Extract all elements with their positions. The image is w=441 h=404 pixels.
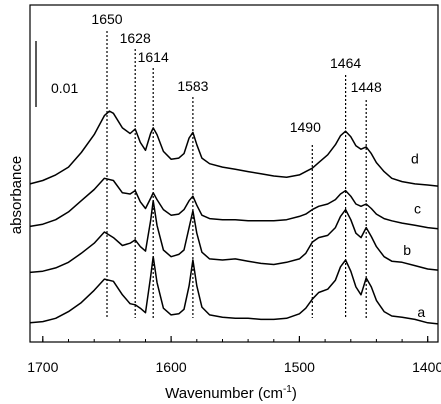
peak-marker-label: 1490 xyxy=(290,119,321,135)
x-axis-label-paren-close: ) xyxy=(292,385,297,402)
peak-marker-label: 1614 xyxy=(138,49,169,65)
series-line-a xyxy=(29,255,439,325)
series-lines: a b c d xyxy=(29,110,439,325)
peak-marker-label: 1583 xyxy=(177,78,208,94)
x-axis-ticks: 1700 1600 1500 1400 xyxy=(27,336,441,375)
plot-frame xyxy=(29,4,439,343)
x-tick-label: 1600 xyxy=(156,359,187,375)
x-tick-label: 1400 xyxy=(412,359,441,375)
series-line-b xyxy=(29,199,439,274)
peak-marker-label: 1464 xyxy=(330,55,361,71)
x-axis-unit: cm xyxy=(263,385,283,402)
series-label-d: d xyxy=(411,150,419,166)
series-line-c xyxy=(29,177,439,230)
scale-bar: 0.01 xyxy=(35,41,78,107)
peak-marker-label: 1628 xyxy=(120,30,151,46)
peak-markers: 1650 1628 1614 1583 1490 1464 1448 xyxy=(91,11,382,318)
series-label-c: c xyxy=(414,201,421,217)
series-line-d xyxy=(29,110,439,187)
x-axis-label-text: Wavenumber xyxy=(165,385,254,402)
y-axis-label: absorbance xyxy=(8,156,25,234)
scale-bar-label: 0.01 xyxy=(51,80,78,96)
x-axis-unit-exponent: -1 xyxy=(283,384,292,395)
peak-marker-label: 1650 xyxy=(91,11,122,27)
series-label-a: a xyxy=(417,304,425,320)
x-tick-label: 1500 xyxy=(284,359,315,375)
x-axis-label-paren-open: ( xyxy=(254,385,263,402)
peak-marker-label: 1448 xyxy=(351,79,382,95)
x-tick-label: 1700 xyxy=(27,359,58,375)
x-axis-label: Wavenumber (cm-1) xyxy=(165,384,297,402)
series-label-b: b xyxy=(403,242,411,258)
